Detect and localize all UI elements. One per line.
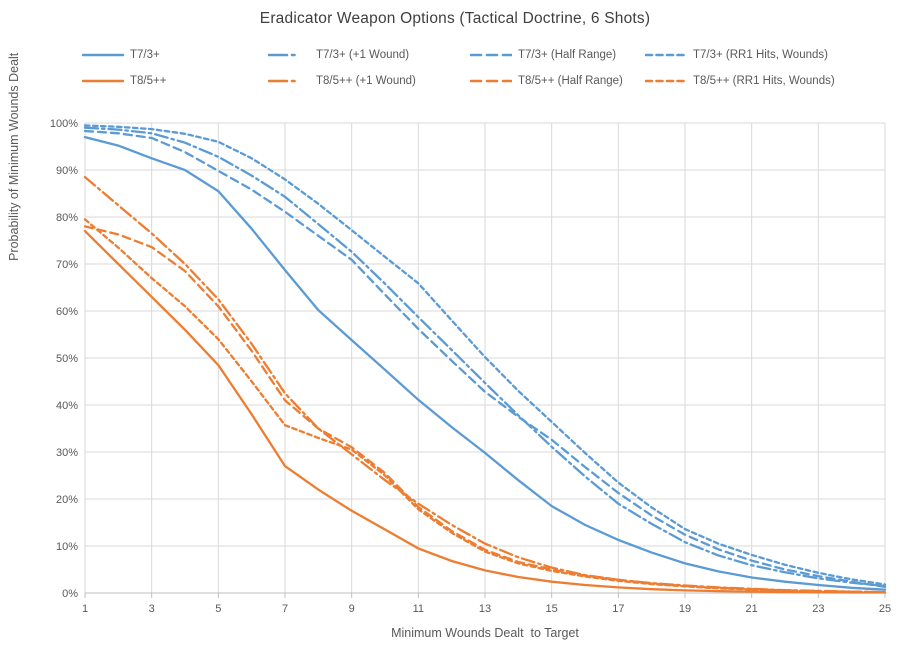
legend-item[interactable]: T8/5++ (Half Range) [470, 68, 645, 94]
chart-title: Eradicator Weapon Options (Tactical Doct… [259, 10, 651, 27]
series-line-t7-3[interactable] [83, 135, 887, 591]
x-tick-label: 3 [149, 603, 155, 615]
legend-label: T7/3+ (+1 Wound) [316, 49, 410, 61]
legend-item[interactable]: T8/5++ [82, 68, 268, 94]
series-line-t7-3-half-range[interactable] [83, 129, 887, 589]
y-tick-label: 40% [56, 400, 78, 412]
x-tick-label: 11 [413, 603, 424, 615]
legend-swatch-line [268, 79, 310, 83]
y-tick-label: 60% [56, 306, 78, 318]
x-tick-label: 9 [349, 603, 355, 615]
legend-swatch-line [268, 53, 310, 57]
legend-label: T8/5++ (+1 Wound) [316, 75, 416, 87]
legend-item[interactable]: T7/3+ (RR1 Hits, Wounds) [645, 42, 882, 68]
series-line-t8-5[interactable] [83, 229, 887, 594]
y-tick-label: 90% [56, 165, 78, 177]
legend-swatch-line [82, 79, 124, 83]
legend-label: T8/5++ (Half Range) [518, 75, 623, 87]
legend-item[interactable]: T7/3+ [82, 42, 268, 68]
x-tick-label: 21 [746, 603, 758, 615]
y-tick-label: 100% [50, 118, 78, 130]
series-line-t8-5-half-range[interactable] [83, 225, 887, 594]
series-line-t7-3-rr1-hits-wounds[interactable] [83, 124, 887, 586]
y-tick-label: 50% [56, 353, 78, 365]
legend-swatch-line [645, 79, 687, 83]
legend-item[interactable]: T7/3+ (Half Range) [470, 42, 645, 68]
y-axis-title: Probability of Minimum Wounds Dealt [7, 52, 21, 261]
x-tick-label: 1 [82, 603, 88, 615]
x-tick-label: 5 [215, 603, 221, 615]
y-tick-label: 30% [56, 447, 78, 459]
y-tick-label: 0% [62, 588, 78, 600]
x-tick-label: 13 [479, 603, 491, 615]
x-tick-label: 17 [612, 603, 624, 615]
legend-label: T7/3+ [130, 49, 160, 61]
legend-label: T8/5++ (RR1 Hits, Wounds) [693, 75, 835, 87]
legend-label: T7/3+ (Half Range) [518, 49, 617, 61]
series-line-t8-5-1-wound[interactable] [83, 175, 887, 594]
legend-swatch-line [82, 53, 124, 57]
legend-label: T8/5++ [130, 75, 167, 87]
y-tick-label: 80% [56, 212, 78, 224]
y-tick-label: 70% [56, 259, 78, 271]
x-tick-label: 7 [282, 603, 288, 615]
chart-legend: T7/3+ T7/3+ (+1 Wound) T7/3+ (Half Range) T… [82, 42, 882, 94]
series-line-t7-3-1-wound[interactable] [83, 126, 887, 588]
series-line-t8-5-rr1-hits-wounds[interactable] [83, 218, 887, 594]
y-tick-label: 10% [56, 541, 78, 553]
legend-swatch-line [470, 79, 512, 83]
x-tick-label: 25 [879, 603, 891, 615]
x-tick-label: 19 [679, 603, 691, 615]
legend-item[interactable]: T8/5++ (+1 Wound) [268, 68, 470, 94]
x-tick-label: 23 [812, 603, 824, 615]
legend-swatch-line [645, 53, 687, 57]
legend-item[interactable]: T7/3+ (+1 Wound) [268, 42, 470, 68]
x-axis-title: Minimum Wounds Dealt to Target [391, 626, 579, 640]
legend-label: T7/3+ (RR1 Hits, Wounds) [693, 49, 828, 61]
x-tick-label: 15 [546, 603, 558, 615]
y-tick-label: 20% [56, 494, 78, 506]
legend-item[interactable]: T8/5++ (RR1 Hits, Wounds) [645, 68, 882, 94]
legend-swatch-line [470, 53, 512, 57]
